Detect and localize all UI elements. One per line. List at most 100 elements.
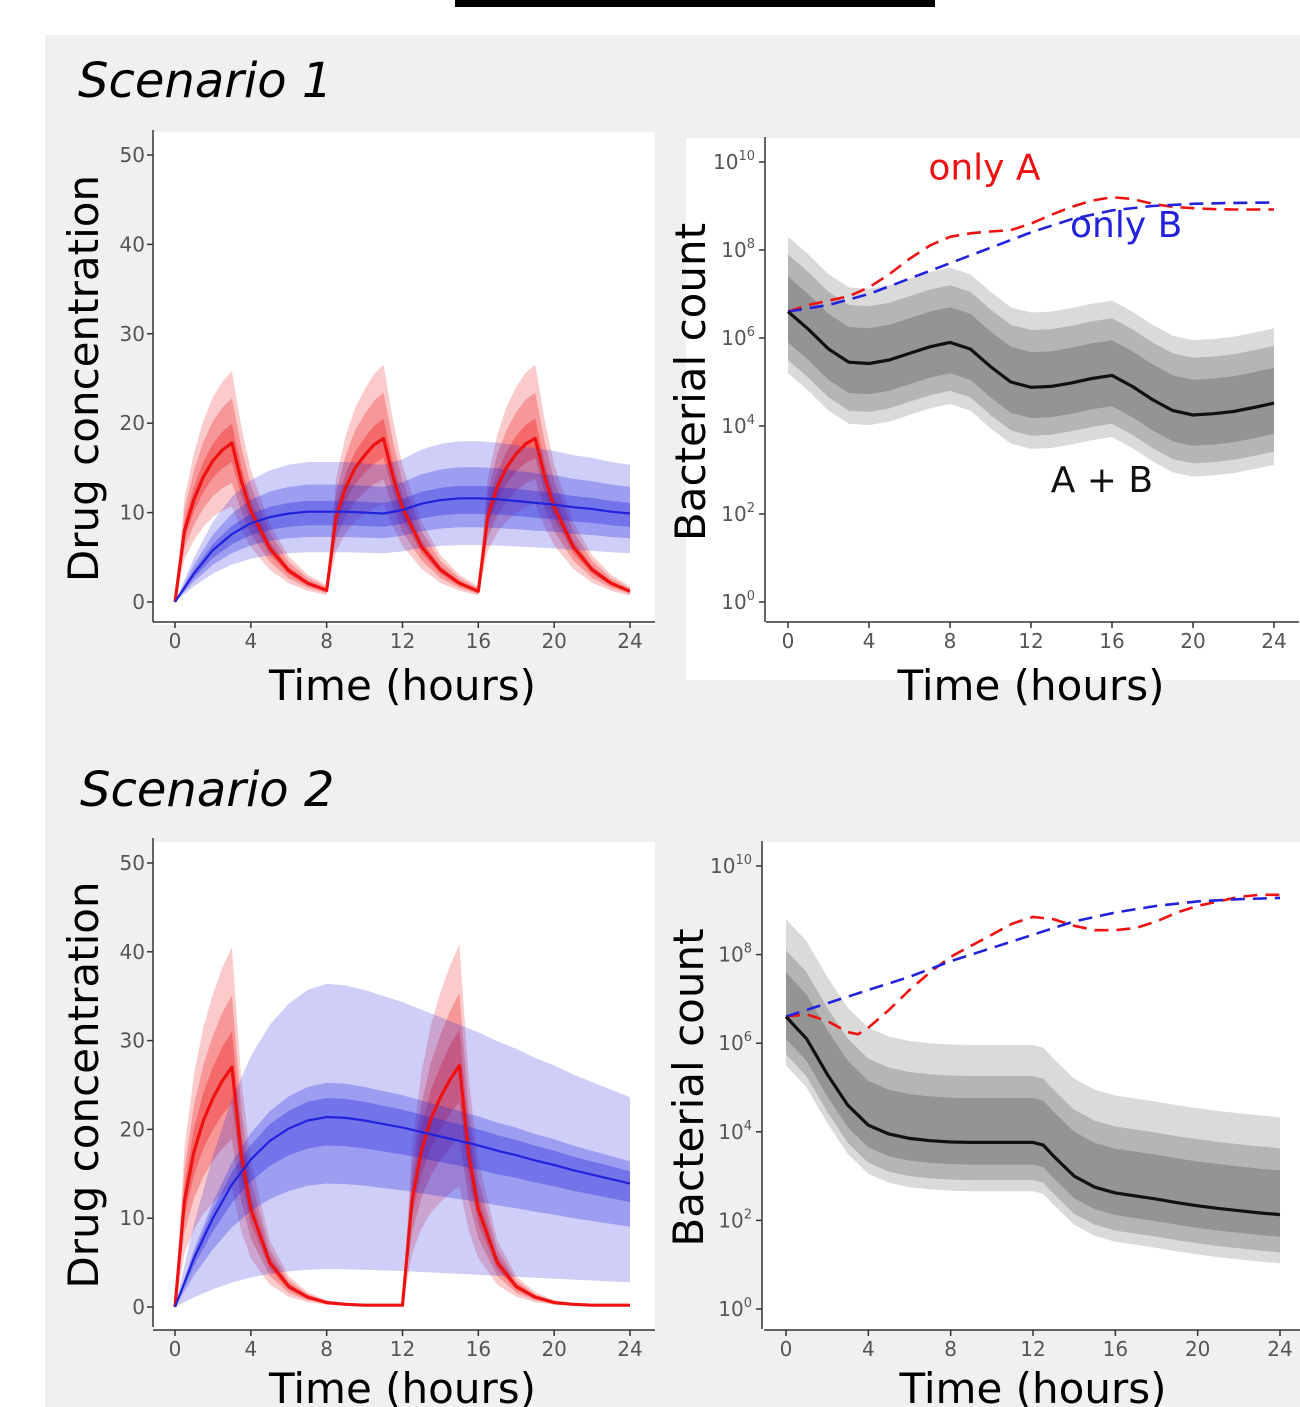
y-tick-base: 10 [713, 150, 738, 174]
x-axis-title: Time (hours) [897, 661, 1165, 710]
x-tick-label: 8 [320, 1337, 333, 1361]
y-tick-label: 50 [120, 851, 145, 875]
x-tick-label: 20 [1180, 629, 1205, 653]
y-tick-label: 106 [718, 1030, 752, 1055]
y-tick-label: 50 [120, 143, 145, 167]
chart-s2-drug: 0 4 8 12 16 20 24 0 10 20 30 40 50 Time (hours) Drug c… [59, 838, 655, 1407]
y-tick-label: 30 [120, 1029, 145, 1053]
series-AB-group [786, 919, 1280, 1264]
annotation-label: only B [1070, 205, 1182, 246]
y-tick-label: 100 [718, 1296, 752, 1321]
annotation-label: only A [928, 148, 1041, 189]
x-tick-label: 12 [390, 629, 415, 653]
x-tick-label: 4 [862, 1337, 875, 1361]
series-A-band-mid [175, 392, 630, 602]
series-AB-band-inner [788, 276, 1274, 446]
x-axis-title: Time (hours) [899, 1364, 1167, 1407]
x-tick-label: 8 [944, 1337, 957, 1361]
series-AB-band-outer [786, 919, 1280, 1264]
series-B-line [173, 1115, 631, 1308]
y-tick-exponent: 4 [747, 413, 755, 428]
series-A-line [173, 1063, 630, 1308]
x-tick-label: 4 [244, 1337, 257, 1361]
y-tick-base: 10 [721, 502, 746, 526]
y-tick-base: 10 [718, 1031, 743, 1055]
y-tick-exponent: 8 [747, 237, 755, 252]
y-tick-label: 0 [132, 1295, 145, 1319]
y-tick-base: 10 [718, 1208, 743, 1232]
chart-s1-drug: 0 4 8 12 16 20 24 0 10 20 30 40 50 Time (hours) Drug c… [59, 130, 655, 710]
y-axis-title: Bacterial count [664, 928, 713, 1246]
y-tick-label: 30 [120, 322, 145, 346]
y-axis-title: Bacterial count [666, 223, 715, 541]
x-tick-label: 0 [780, 1337, 793, 1361]
y-tick-label: 100 [721, 589, 755, 614]
y-tick-label: 102 [721, 501, 755, 526]
y-tick-base: 10 [721, 414, 746, 438]
x-tick-label: 16 [466, 629, 491, 653]
series-A-band-inner [175, 1029, 630, 1307]
series-B-band-inner [175, 1098, 630, 1307]
series-A-band-outer [175, 944, 630, 1307]
series-AB-line [786, 310, 1275, 417]
y-tick-label: 104 [721, 413, 755, 438]
x-tick-label: 4 [244, 629, 257, 653]
series-B-line [174, 497, 631, 603]
x-tick-label: 24 [1261, 629, 1286, 653]
y-tick-label: 108 [721, 237, 755, 262]
y-tick-exponent: 10 [738, 149, 755, 164]
x-tick-label: 16 [466, 1337, 491, 1361]
series-AB-band-mid [786, 950, 1280, 1253]
y-tick-exponent: 8 [744, 942, 752, 957]
x-tick-label: 24 [1267, 1337, 1292, 1361]
series-A-line [787, 195, 1274, 313]
x-tick-label: 12 [1020, 1337, 1045, 1361]
series-A-line [173, 436, 631, 603]
y-axis-title: Drug concentration [59, 881, 108, 1288]
y-axis-title: Drug concentration [59, 175, 108, 582]
y-tick-label: 106 [721, 325, 755, 350]
y-tick-label: 40 [120, 232, 145, 256]
y-tick-exponent: 0 [744, 1296, 752, 1311]
y-tick-exponent: 10 [735, 853, 752, 868]
y-tick-exponent: 6 [744, 1030, 752, 1045]
x-tick-label: 16 [1103, 1337, 1128, 1361]
x-tick-label: 4 [863, 629, 876, 653]
y-tick-base: 10 [718, 943, 743, 967]
y-tick-exponent: 0 [747, 589, 755, 604]
x-tick-label: 24 [617, 629, 642, 653]
annotation-label: A + B [1051, 460, 1153, 501]
scenario-1-title: Scenario 1 [78, 53, 332, 109]
y-tick-base: 10 [721, 326, 746, 350]
x-tick-label: 24 [617, 1337, 642, 1361]
x-axis-title: Time (hours) [268, 661, 536, 710]
y-tick-exponent: 2 [747, 501, 755, 516]
y-tick-label: 102 [718, 1207, 752, 1232]
x-tick-label: 0 [169, 629, 182, 653]
series-B-line [787, 201, 1275, 313]
y-tick-label: 1010 [710, 853, 752, 878]
series-B-band-outer [175, 441, 630, 602]
plot-background [686, 138, 1300, 680]
x-tick-label: 20 [1185, 1337, 1210, 1361]
series-A-band-mid [175, 993, 630, 1307]
y-tick-label: 40 [120, 940, 145, 964]
y-tick-exponent: 2 [744, 1207, 752, 1222]
y-tick-base: 10 [721, 238, 746, 262]
series-A-line [785, 893, 1280, 1036]
y-tick-exponent: 4 [744, 1119, 752, 1134]
x-tick-label: 8 [944, 629, 957, 653]
y-tick-label: 104 [718, 1119, 752, 1144]
y-tick-label: 10 [120, 501, 145, 525]
y-tick-label: 0 [132, 590, 145, 614]
x-tick-label: 16 [1099, 629, 1124, 653]
x-tick-label: 0 [782, 629, 795, 653]
y-tick-base: 10 [721, 590, 746, 614]
x-axis-title: Time (hours) [268, 1364, 536, 1407]
series-B-line [785, 896, 1281, 1018]
top-black-bar [455, 0, 935, 7]
